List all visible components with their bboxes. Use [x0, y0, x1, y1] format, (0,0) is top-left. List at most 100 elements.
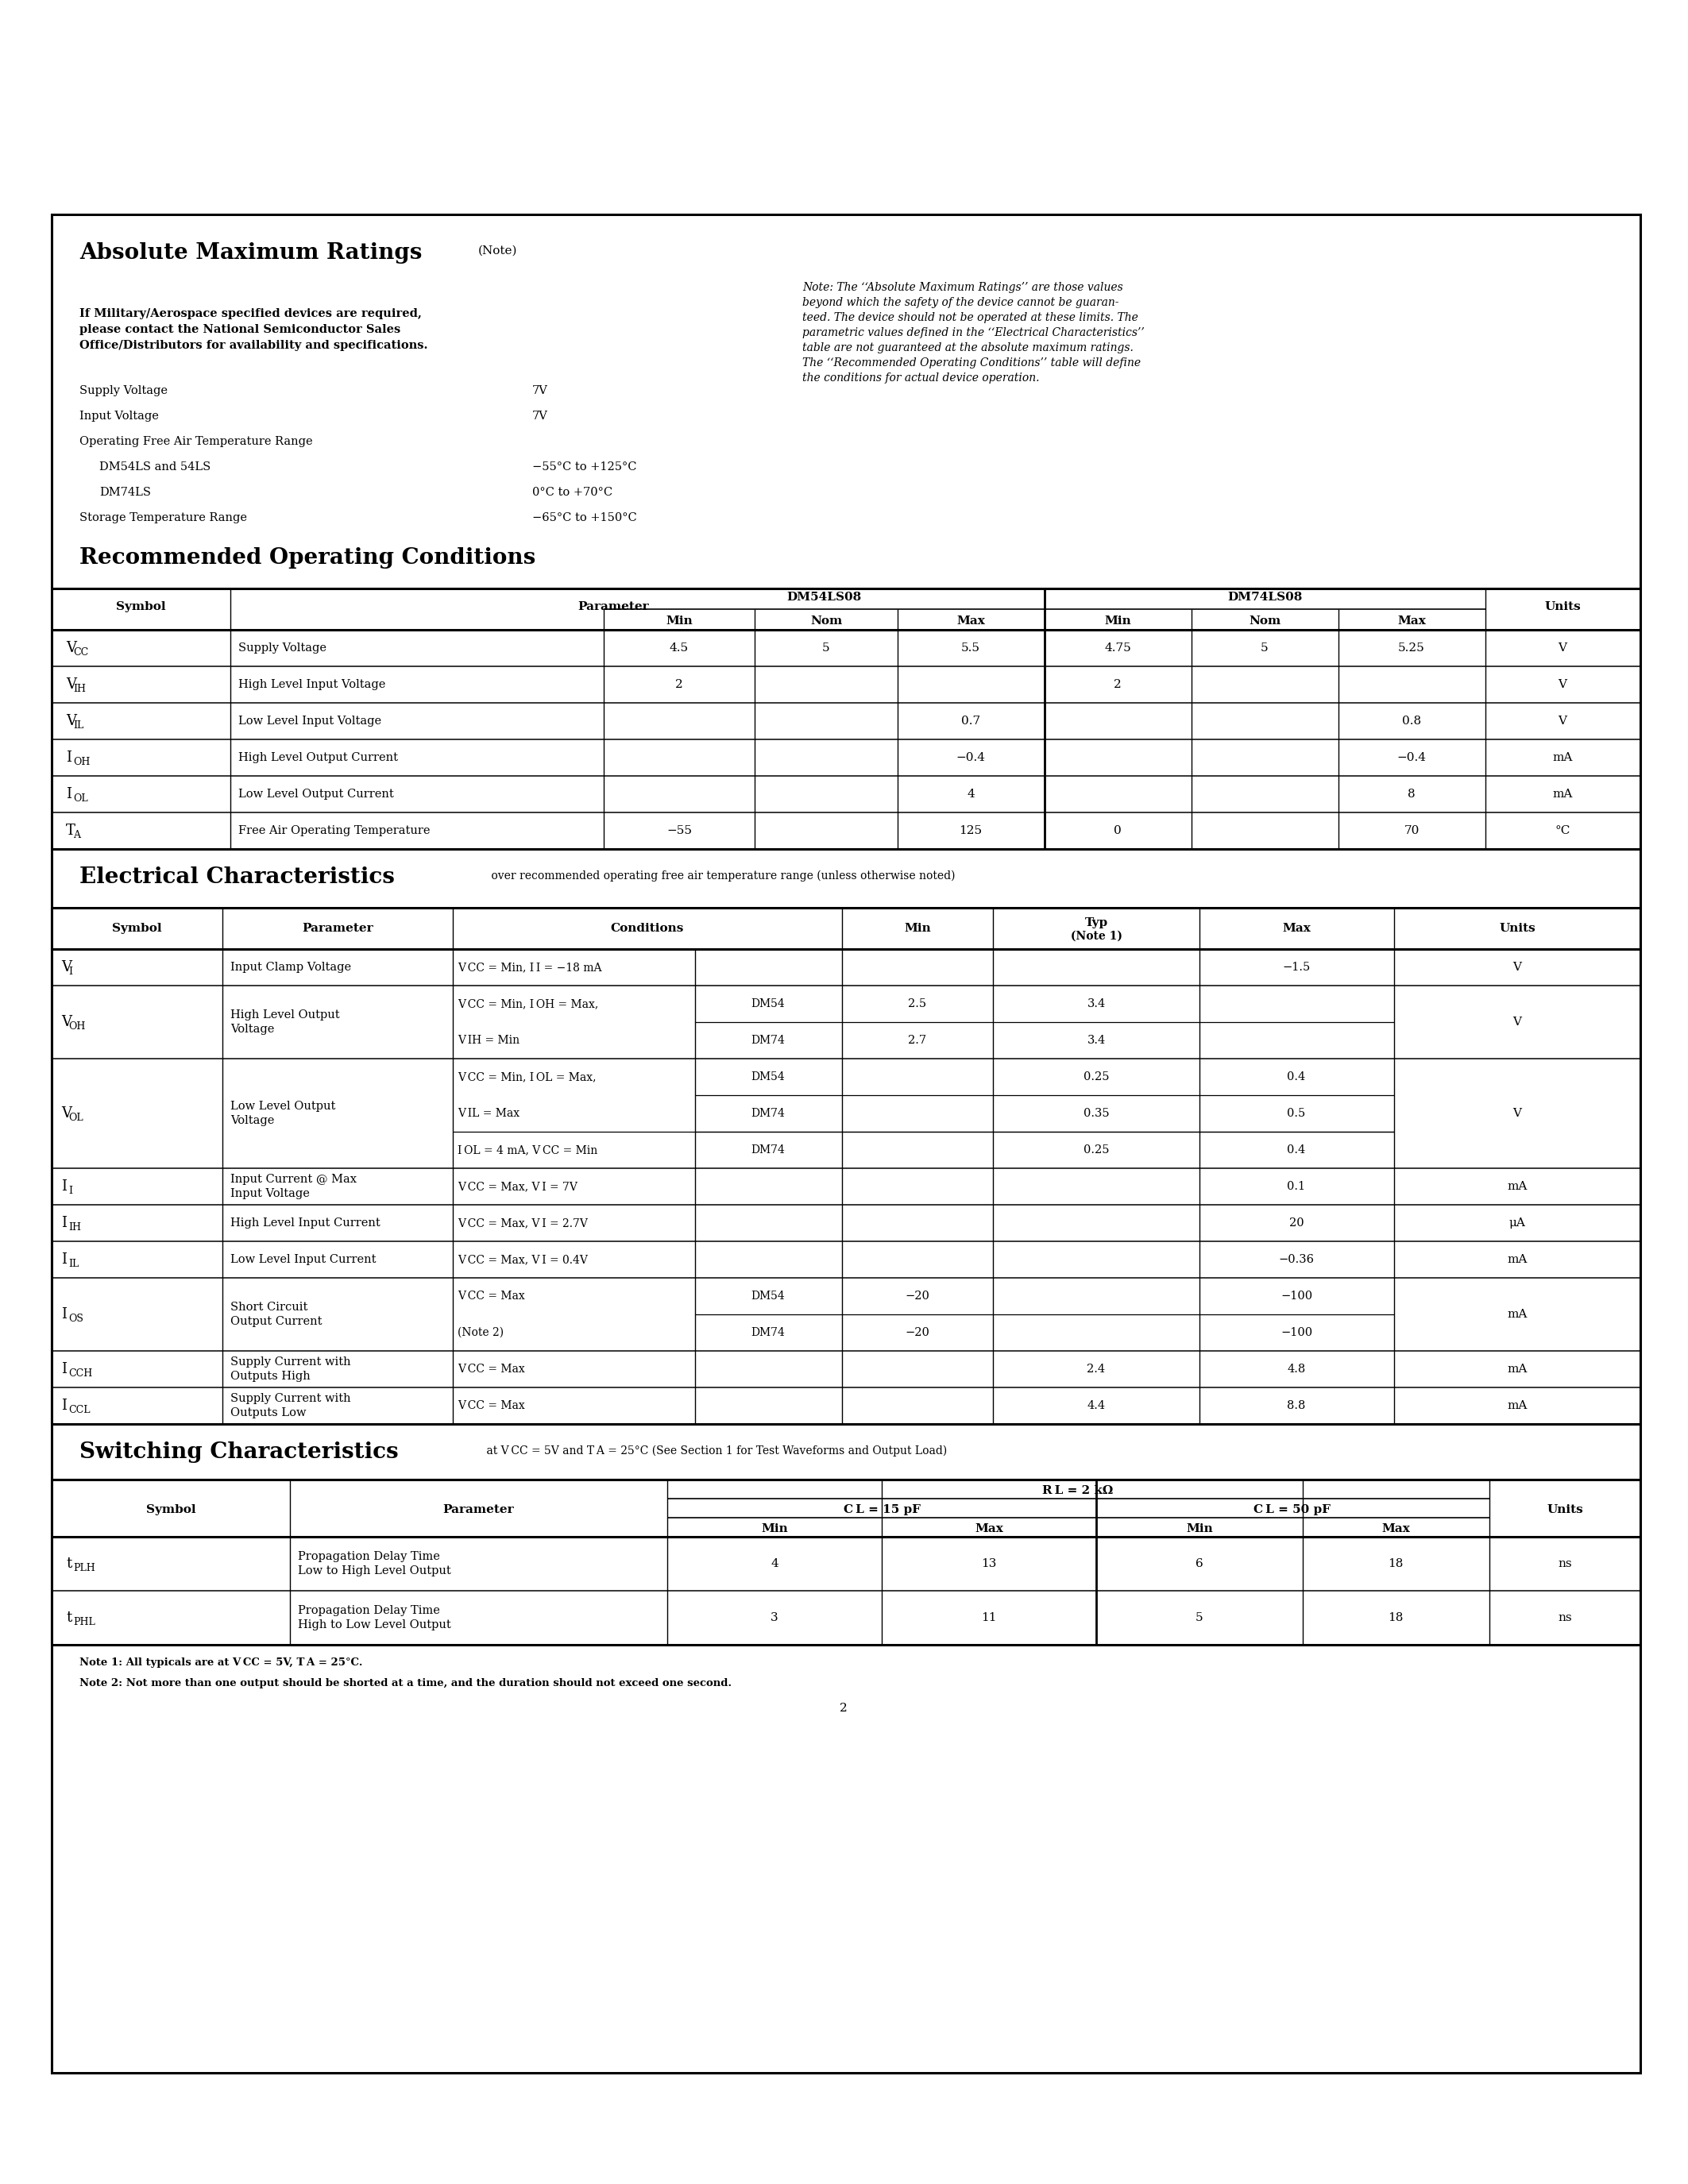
Text: I: I: [61, 1308, 68, 1321]
Text: Note 2: Not more than one output should be shorted at a time, and the duration s: Note 2: Not more than one output should …: [79, 1677, 731, 1688]
Text: Free Air Operating Temperature: Free Air Operating Temperature: [238, 826, 430, 836]
Text: 0.7: 0.7: [960, 716, 981, 727]
Text: μA: μA: [1509, 1216, 1526, 1230]
Text: V: V: [66, 677, 76, 692]
Text: V: V: [61, 1016, 71, 1029]
Text: OL: OL: [73, 793, 88, 804]
Text: PHL: PHL: [73, 1616, 96, 1627]
Text: 0.4: 0.4: [1288, 1072, 1305, 1083]
Text: Propagation Delay Time
Low to High Level Output: Propagation Delay Time Low to High Level…: [297, 1551, 451, 1577]
Text: I: I: [61, 1179, 68, 1195]
Text: Min: Min: [665, 616, 692, 627]
Text: CCL: CCL: [69, 1404, 91, 1415]
Text: C L = 15 pF: C L = 15 pF: [844, 1505, 920, 1516]
Text: Min: Min: [1187, 1522, 1214, 1535]
Text: V CC = Max: V CC = Max: [457, 1363, 525, 1374]
Text: 5: 5: [1195, 1612, 1204, 1623]
Text: 5: 5: [822, 642, 830, 653]
Text: High Level Input Voltage: High Level Input Voltage: [238, 679, 385, 690]
Text: I: I: [69, 1186, 73, 1197]
Text: High Level Output
Voltage: High Level Output Voltage: [230, 1009, 339, 1035]
Text: I: I: [66, 751, 71, 764]
Text: 2: 2: [839, 1704, 847, 1714]
Text: PLH: PLH: [73, 1564, 96, 1572]
Text: Supply Current with
Outputs High: Supply Current with Outputs High: [230, 1356, 351, 1382]
Text: Symbol: Symbol: [111, 924, 162, 935]
Text: I: I: [66, 786, 71, 802]
Text: Typ: Typ: [1085, 917, 1107, 928]
Text: Input Voltage: Input Voltage: [79, 411, 159, 422]
Text: 0: 0: [1114, 826, 1121, 836]
Text: V: V: [1558, 716, 1566, 727]
Text: T: T: [66, 823, 76, 839]
Text: V CC = Max: V CC = Max: [457, 1400, 525, 1411]
Text: Max: Max: [1283, 924, 1310, 935]
Text: −100: −100: [1281, 1291, 1312, 1302]
Text: V CC = Max, V I = 0.4V: V CC = Max, V I = 0.4V: [457, 1254, 587, 1265]
Text: mA: mA: [1507, 1182, 1528, 1192]
Text: Nom: Nom: [1249, 616, 1281, 627]
Text: 0.1: 0.1: [1288, 1182, 1305, 1192]
Text: DM74LS: DM74LS: [100, 487, 150, 498]
Text: Parameter: Parameter: [302, 924, 373, 935]
Text: 0.25: 0.25: [1084, 1144, 1109, 1155]
Text: 3.4: 3.4: [1087, 1035, 1106, 1046]
Text: V: V: [1512, 961, 1521, 972]
Text: Supply Voltage: Supply Voltage: [79, 384, 167, 395]
Text: DM74: DM74: [751, 1328, 785, 1339]
Text: V: V: [1558, 679, 1566, 690]
Text: Units: Units: [1546, 1505, 1583, 1516]
Bar: [52, 214, 1641, 2073]
Text: Symbol: Symbol: [116, 601, 165, 612]
Text: 0.35: 0.35: [1084, 1107, 1109, 1118]
Text: ns: ns: [1558, 1612, 1572, 1623]
Text: Min: Min: [905, 924, 930, 935]
Text: 13: 13: [981, 1557, 996, 1570]
Text: V IH = Min: V IH = Min: [457, 1035, 520, 1046]
Text: Parameter: Parameter: [442, 1505, 513, 1516]
Text: DM54: DM54: [751, 1291, 785, 1302]
Text: 3: 3: [771, 1612, 778, 1623]
Text: Max: Max: [957, 616, 986, 627]
Text: IL: IL: [73, 721, 84, 732]
Text: V: V: [1558, 642, 1566, 653]
Text: R L = 2 kΩ: R L = 2 kΩ: [1043, 1485, 1114, 1496]
Text: 4: 4: [967, 788, 974, 799]
Text: I: I: [69, 968, 73, 976]
Text: OS: OS: [69, 1313, 84, 1324]
Text: 6: 6: [1195, 1557, 1204, 1570]
Text: Electrical Characteristics: Electrical Characteristics: [79, 867, 395, 889]
Text: Switching Characteristics: Switching Characteristics: [79, 1441, 398, 1463]
Text: mA: mA: [1553, 751, 1573, 762]
Text: A: A: [73, 830, 81, 841]
Text: over recommended operating free air temperature range (unless otherwise noted): over recommended operating free air temp…: [488, 871, 955, 882]
Text: V CC = Max: V CC = Max: [457, 1291, 525, 1302]
Text: Low Level Output Current: Low Level Output Current: [238, 788, 393, 799]
Text: Max: Max: [1398, 616, 1426, 627]
Text: −20: −20: [905, 1291, 930, 1302]
Text: 5.25: 5.25: [1398, 642, 1425, 653]
Text: (Note 1): (Note 1): [1070, 930, 1123, 941]
Text: Parameter: Parameter: [577, 601, 648, 612]
Text: 0.5: 0.5: [1288, 1107, 1305, 1118]
Text: Units: Units: [1545, 601, 1580, 612]
Text: V CC = Min, I OH = Max,: V CC = Min, I OH = Max,: [457, 998, 598, 1009]
Text: V CC = Max, V I = 7V: V CC = Max, V I = 7V: [457, 1182, 577, 1192]
Text: −0.4: −0.4: [1398, 751, 1426, 762]
Text: mA: mA: [1507, 1254, 1528, 1265]
Text: Low Level Input Voltage: Low Level Input Voltage: [238, 716, 381, 727]
Text: 11: 11: [981, 1612, 996, 1623]
Text: 0.4: 0.4: [1288, 1144, 1305, 1155]
Text: V: V: [1512, 1016, 1521, 1029]
Text: If Military/Aerospace specified devices are required,
please contact the Nationa: If Military/Aerospace specified devices …: [79, 308, 427, 352]
Text: (Note): (Note): [478, 245, 518, 256]
Text: OL: OL: [69, 1112, 83, 1123]
Text: V IL = Max: V IL = Max: [457, 1107, 520, 1118]
Text: I: I: [61, 1363, 68, 1376]
Text: (Note 2): (Note 2): [457, 1328, 503, 1339]
Text: mA: mA: [1507, 1363, 1528, 1374]
Text: mA: mA: [1553, 788, 1573, 799]
Text: 4.5: 4.5: [670, 642, 689, 653]
Text: DM74: DM74: [751, 1144, 785, 1155]
Text: 2: 2: [675, 679, 684, 690]
